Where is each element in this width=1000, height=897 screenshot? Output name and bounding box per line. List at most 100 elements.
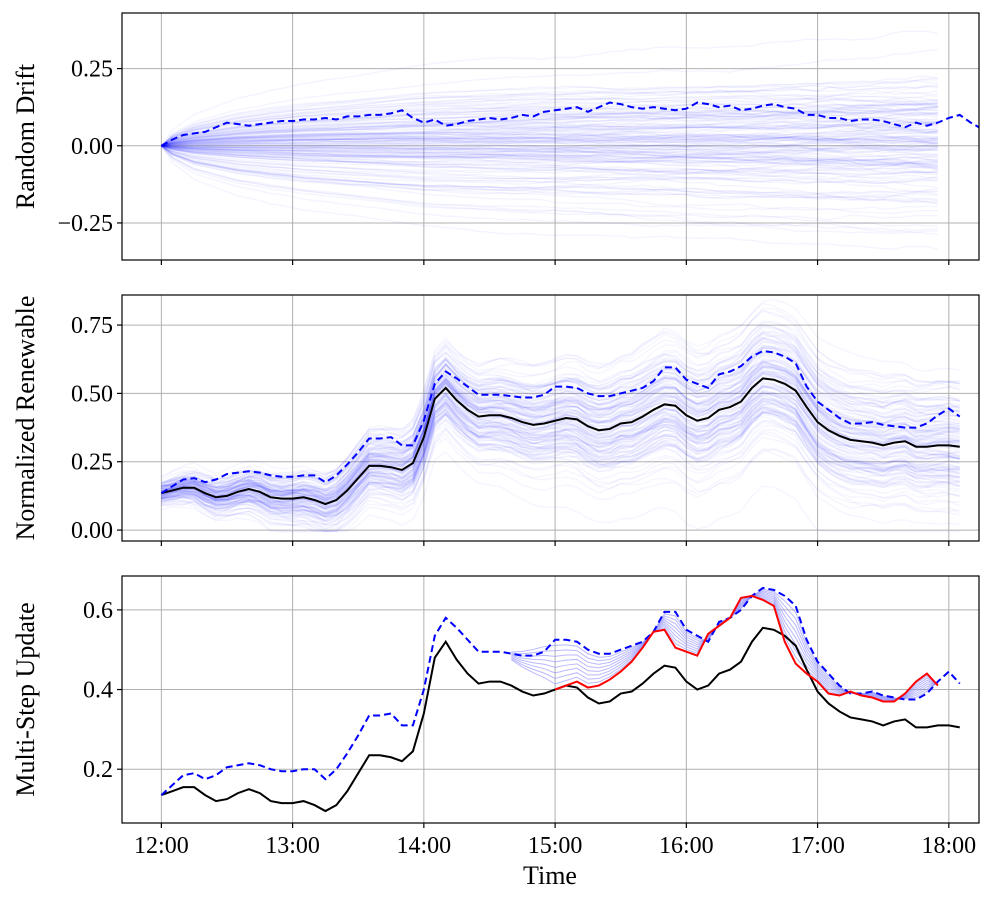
ensemble-line [161,411,960,523]
ensemble-line [161,324,960,485]
ensemble-line [161,331,960,491]
ensemble-line [161,145,938,165]
y-tick-label: −0.25 [57,211,113,237]
ensemble-line [161,390,960,511]
intermediate-update-line [511,595,939,702]
ensemble-line [161,145,938,156]
ensemble-line [161,386,960,517]
ensemble-line [161,326,960,483]
ensemble-line [160,145,938,215]
ensemble-line [161,336,960,496]
ensemble-line [161,128,938,147]
ensemble-line [161,145,938,154]
ensemble-line [161,352,960,497]
plot-area [160,30,979,251]
ensemble-line [161,411,960,526]
ensemble-line [160,145,938,195]
ensemble-line [161,103,938,147]
ensemble-line [161,390,960,510]
black-series-line [161,377,960,506]
ensemble-line [161,145,938,179]
y-axis-label: Multi-Step Update [11,602,40,796]
ensemble-line [161,120,938,147]
axes-frame [121,12,980,261]
y-tick-label: 0.00 [71,134,113,160]
ensemble-line [161,366,960,505]
x-tick-label: 14:00 [397,833,452,859]
ensemble-line [161,331,960,486]
ensemble-line [161,385,960,506]
ensemble-line [161,400,960,517]
ensemble-line [161,389,960,515]
ensemble-line [160,145,938,212]
ensemble-line [160,104,938,147]
ensemble-line [161,109,938,147]
ensemble-line [160,145,938,201]
ensemble-line [161,410,960,529]
x-tick-label: 12:00 [134,833,189,859]
ensemble-line [161,134,938,147]
ensemble-line [161,145,938,192]
ensemble-line [161,428,960,533]
ensemble-line [161,307,960,485]
intermediate-update-line [511,595,939,701]
ensemble-line [161,361,960,500]
ensemble-line [161,397,960,512]
ensemble-line [160,95,938,147]
ensemble-line [161,101,938,147]
ensemble-line [161,124,938,147]
ensemble-line [161,145,938,167]
ensemble-line [161,404,960,526]
ensemble-line [161,133,938,147]
ensemble-line [161,359,960,497]
ensemble-line [161,127,938,147]
ensemble-line [161,145,939,180]
ensemble-line [161,344,960,493]
ensemble-line [161,308,960,478]
ensemble-line [161,413,960,518]
ensemble-line [161,417,960,531]
ensemble-line [161,346,960,502]
ensemble-line [161,119,939,147]
ensemble-line [161,331,960,487]
ensemble-line [161,140,938,160]
ensemble-line [161,407,960,518]
ensemble-line [161,298,960,484]
ensemble-line [161,142,938,155]
ensemble-line [161,384,960,523]
ensemble-line [161,400,960,514]
ensemble-line [161,409,960,521]
ensemble-line [161,371,960,503]
ensemble-line [161,102,938,147]
ensemble-line [161,145,938,174]
ensemble-line [161,369,960,502]
ensemble-line [161,134,938,147]
ensemble-line [160,48,938,147]
ensemble-line [161,145,938,156]
ensemble-line [161,302,960,483]
ensemble-line [161,377,960,503]
ensemble-line [161,99,938,147]
ensemble-line [161,101,938,147]
y-tick-label: 0.25 [71,450,113,476]
ensemble-line [161,391,960,500]
ensemble-line [161,428,960,533]
ensemble-line [161,134,938,152]
ensemble-line [161,114,939,147]
ensemble-line [160,97,938,147]
ensemble-line [161,145,938,185]
ensemble-line [161,359,960,500]
ensemble-line [161,349,960,493]
ensemble-line [160,95,938,147]
ensemble-line [161,140,939,152]
ensemble-line [161,111,938,147]
ensemble-line [161,385,960,516]
ensemble-line [161,119,938,147]
ensemble-line [161,367,960,500]
ensemble-line [161,136,938,147]
ensemble-line [161,375,960,510]
ensemble-line [160,145,938,236]
x-tick-label: 15:00 [528,833,583,859]
ensemble-line [161,145,938,152]
ensemble-line [161,397,960,517]
